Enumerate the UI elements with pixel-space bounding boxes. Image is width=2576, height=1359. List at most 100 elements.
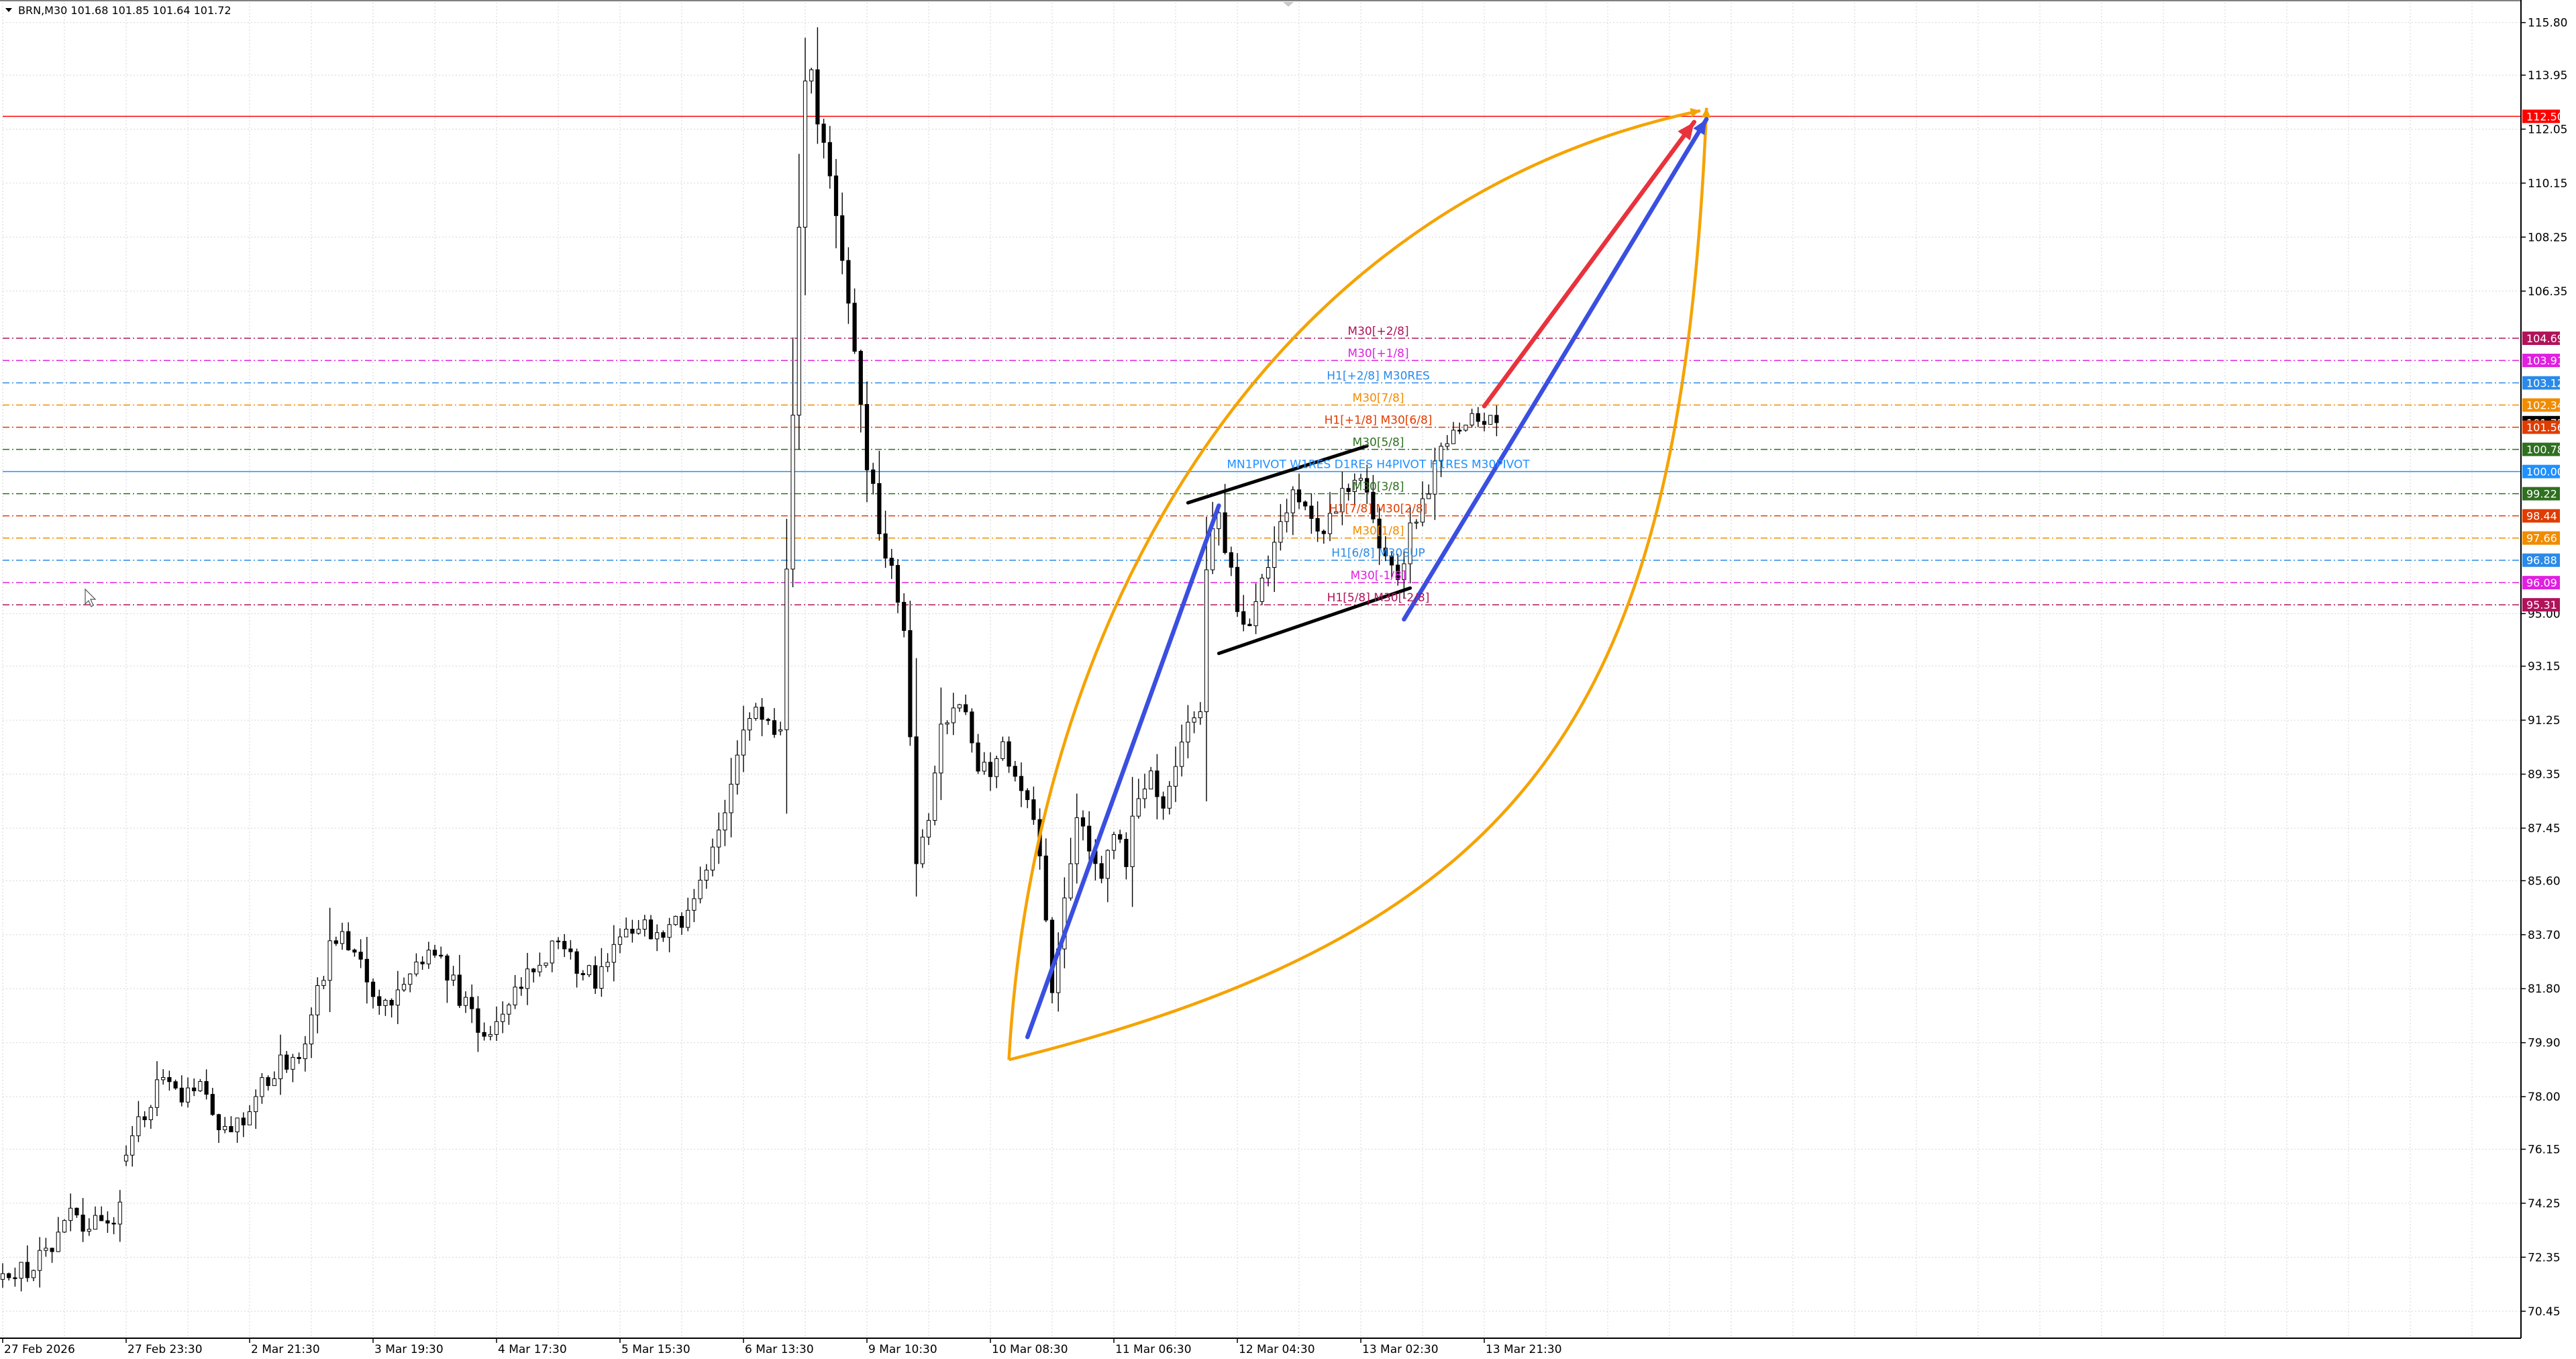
y-tick-label: 81.80 xyxy=(2528,983,2561,996)
candle-body xyxy=(0,1273,5,1280)
level-label: H1[5/8] M30[-2/8] xyxy=(1327,591,1430,605)
price-badge-label: 100.78 xyxy=(2526,444,2564,456)
candle-body xyxy=(297,1056,301,1060)
candle-body xyxy=(809,69,814,82)
x-tick-label: 12 Mar 04:30 xyxy=(1239,1343,1315,1356)
scroll-marker-icon xyxy=(1283,2,1294,7)
candle-body xyxy=(1494,415,1499,423)
candle-body xyxy=(939,723,943,774)
price-badges: 112.50104.69103.91103.12102.34101.72101.… xyxy=(2522,109,2564,612)
candle-body xyxy=(278,1054,283,1079)
level-labels: M30[+2/8] M30[+1/8] H1[+2/8] M30RES M30[7/8… xyxy=(1227,325,1530,605)
time-axis[interactable]: 27 Feb 2026 27 Feb 23:30 2 Mar 21:30 3 Mar … xyxy=(2,1338,1562,1356)
candle-body xyxy=(1068,863,1073,899)
price-badge-label: 104.69 xyxy=(2526,332,2564,345)
x-tick-label: 6 Mar 13:30 xyxy=(745,1343,814,1356)
grid xyxy=(2,3,2521,1338)
candle-body xyxy=(482,1031,486,1037)
candle-body xyxy=(247,1111,252,1125)
candle-body xyxy=(889,558,894,566)
candle-body xyxy=(204,1080,209,1095)
candle-body xyxy=(414,961,419,974)
candle-body xyxy=(210,1094,215,1115)
candle-body xyxy=(871,469,876,484)
y-tick-label: 78.00 xyxy=(2528,1091,2561,1104)
level-label: M30[5/8] xyxy=(1353,436,1404,450)
candle-body xyxy=(185,1087,191,1103)
candle-body xyxy=(902,601,907,632)
candle-body xyxy=(291,1056,295,1070)
candle-body xyxy=(1284,512,1289,522)
candle-body xyxy=(439,954,444,957)
y-tick-label: 74.25 xyxy=(2528,1197,2561,1211)
candle-body xyxy=(679,915,684,928)
level-label: M30[3/8] xyxy=(1353,481,1404,494)
candle-body xyxy=(895,564,900,603)
price-badge-label: 98.44 xyxy=(2526,510,2557,523)
x-tick-label: 3 Mar 19:30 xyxy=(374,1343,444,1356)
candle-body xyxy=(87,1229,91,1232)
candle-body xyxy=(488,1034,493,1037)
y-tick-label: 106.35 xyxy=(2528,285,2567,299)
candle-body xyxy=(519,987,523,989)
candle-body xyxy=(1087,825,1092,852)
candle-body xyxy=(550,940,554,964)
candle-body xyxy=(544,962,548,966)
candle-body xyxy=(766,719,770,721)
price-badge xyxy=(2522,442,2560,456)
candle-body xyxy=(1019,776,1024,791)
x-tick-label: 9 Mar 10:30 xyxy=(868,1343,937,1356)
candle-body xyxy=(1025,790,1030,801)
candle-body xyxy=(630,928,635,934)
candle-body xyxy=(1136,798,1141,817)
level-label: H1[6/8] M30SUP xyxy=(1331,547,1425,560)
candle-body xyxy=(717,829,721,848)
candle-body xyxy=(1074,817,1079,864)
candle-body xyxy=(1427,493,1431,499)
x-tick-label: 10 Mar 08:30 xyxy=(992,1343,1068,1356)
candle-body xyxy=(408,973,413,985)
candle-body xyxy=(920,836,925,864)
price-badge xyxy=(2522,531,2560,545)
x-tick-label: 11 Mar 06:30 xyxy=(1115,1343,1192,1356)
candle-body xyxy=(241,1117,246,1125)
candle-body xyxy=(760,707,764,720)
candle-body xyxy=(395,989,400,1006)
candle-body xyxy=(309,1014,314,1045)
candle-body xyxy=(179,1087,184,1103)
candle-body xyxy=(933,772,937,821)
candle-body xyxy=(285,1054,289,1070)
dropdown-triangle-icon[interactable] xyxy=(5,8,12,12)
price-badge xyxy=(2522,509,2560,523)
candle-body xyxy=(272,1078,276,1087)
y-tick-label: 108.25 xyxy=(2528,231,2567,244)
candle-body xyxy=(796,227,801,416)
candle-body xyxy=(624,928,629,938)
price-badge xyxy=(2522,464,2560,479)
candle-body xyxy=(1352,480,1357,492)
orange-arc-top-head xyxy=(1690,108,1700,117)
candle-body xyxy=(513,987,517,1005)
candle-body xyxy=(1278,521,1283,543)
level-label: M30[1/8] xyxy=(1353,525,1404,538)
candle-body xyxy=(982,762,986,772)
price-axis[interactable]: 70.45 72.35 74.25 76.15 78.00 79.90 81.80 83.70… xyxy=(2521,17,2567,1319)
candle-body xyxy=(1198,711,1202,719)
candle-body xyxy=(123,1154,129,1162)
candle-body xyxy=(1482,421,1487,425)
candle-body xyxy=(568,948,573,952)
candle-body xyxy=(445,955,450,981)
candle-body xyxy=(537,964,542,972)
price-badge-label: 99.22 xyxy=(2526,488,2557,501)
x-tick-label: 27 Feb 2026 xyxy=(4,1343,75,1356)
blue-trend-line-1 xyxy=(1025,503,1221,1040)
orange-arc-bottom-head xyxy=(1701,107,1711,118)
candle-body xyxy=(698,879,703,899)
candle-body xyxy=(1241,611,1246,625)
candle-body xyxy=(327,940,332,981)
candle-body xyxy=(735,754,739,785)
y-tick-label: 76.15 xyxy=(2528,1143,2561,1156)
x-tick-label: 13 Mar 21:30 xyxy=(1486,1343,1562,1356)
